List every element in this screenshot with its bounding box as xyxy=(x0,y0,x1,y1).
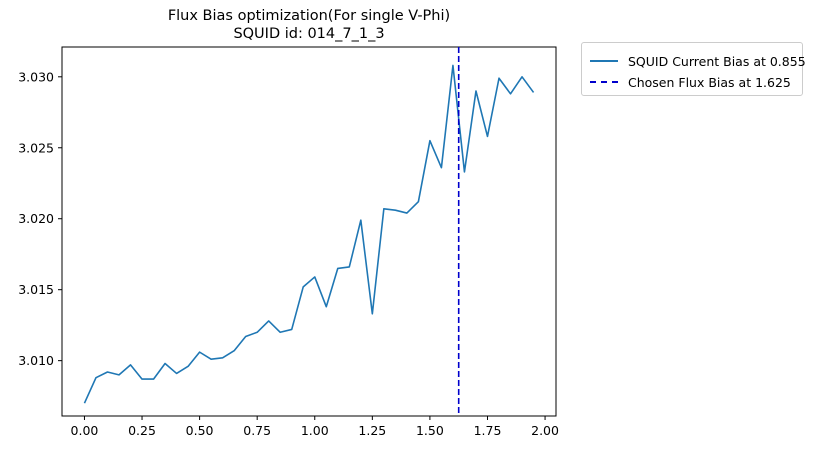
series-layer xyxy=(83,64,535,404)
x-tick-label: 0.00 xyxy=(71,423,99,438)
x-tick-label: 1.00 xyxy=(301,423,329,438)
x-axis: 0.00 0.25 0.50 0.75 1.00 1.25 1.50 1.75 2.00 xyxy=(71,416,559,438)
legend-label: Chosen Flux Bias at 1.625 xyxy=(628,74,791,90)
legend: SQUID Current Bias at 0.855 Chosen Flux … xyxy=(581,42,806,96)
legend-entry-flux-bias: Chosen Flux Bias at 1.625 xyxy=(590,74,791,90)
y-tick-label: 3.020 xyxy=(18,211,54,226)
x-tick-label: 1.25 xyxy=(358,423,386,438)
x-tick-label: 0.50 xyxy=(186,423,214,438)
y-tick-label: 3.025 xyxy=(18,140,54,155)
legend-label: SQUID Current Bias at 0.855 xyxy=(628,53,806,69)
x-tick-label: 1.75 xyxy=(474,423,502,438)
plot-area-border xyxy=(61,46,557,417)
chart-title: Flux Bias optimization(For single V-Phi) xyxy=(167,8,451,24)
chart-subtitle: SQUID id: 014_7_1_3 xyxy=(233,26,385,42)
y-axis: 3.010 3.015 3.020 3.025 3.030 xyxy=(18,69,62,368)
legend-swatch-dashed xyxy=(590,81,618,83)
x-tick-label: 0.75 xyxy=(243,423,271,438)
y-tick-label: 3.010 xyxy=(18,353,54,368)
x-tick-label: 2.00 xyxy=(531,423,559,438)
axes-frame xyxy=(61,46,557,417)
series-line-current-bias xyxy=(83,64,535,404)
legend-swatch-solid xyxy=(590,60,618,62)
y-tick-label: 3.015 xyxy=(18,282,54,297)
x-tick-label: 1.50 xyxy=(416,423,444,438)
legend-entry-current-bias: SQUID Current Bias at 0.855 xyxy=(590,53,806,69)
x-tick-label: 0.25 xyxy=(128,423,156,438)
y-tick-label: 3.030 xyxy=(18,69,54,84)
